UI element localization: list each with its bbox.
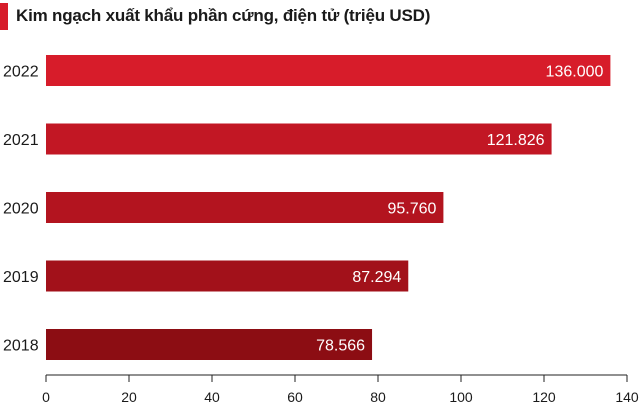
data-label: 121.826 [487,132,545,149]
bar [46,329,373,360]
x-tick-label: 40 [204,389,220,405]
chart-title-bar: Kim ngạch xuất khẩu phần cứng, điện tử (… [0,0,430,32]
x-tick-label: 140 [615,389,639,405]
x-tick-label: 80 [370,389,386,405]
x-tick-label: 100 [449,389,473,405]
x-tick-label: 120 [532,389,556,405]
data-label: 136.000 [546,64,604,81]
data-label: 95.760 [387,201,436,218]
data-label: 87.294 [352,269,401,286]
category-label: 2022 [3,64,39,81]
bar [46,260,409,292]
category-label: 2019 [3,269,39,286]
bar [46,123,552,155]
data-label: 78.566 [316,338,365,355]
category-label: 2018 [3,338,39,355]
x-tick-label: 20 [121,389,137,405]
category-label: 2021 [3,132,39,149]
x-tick-label: 60 [287,389,303,405]
category-label: 2020 [3,201,39,218]
bar [46,192,444,223]
bar [46,55,611,86]
chart-title: Kim ngạch xuất khẩu phần cứng, điện tử (… [16,6,431,25]
title-accent [0,2,8,30]
x-tick-label: 0 [42,389,50,405]
